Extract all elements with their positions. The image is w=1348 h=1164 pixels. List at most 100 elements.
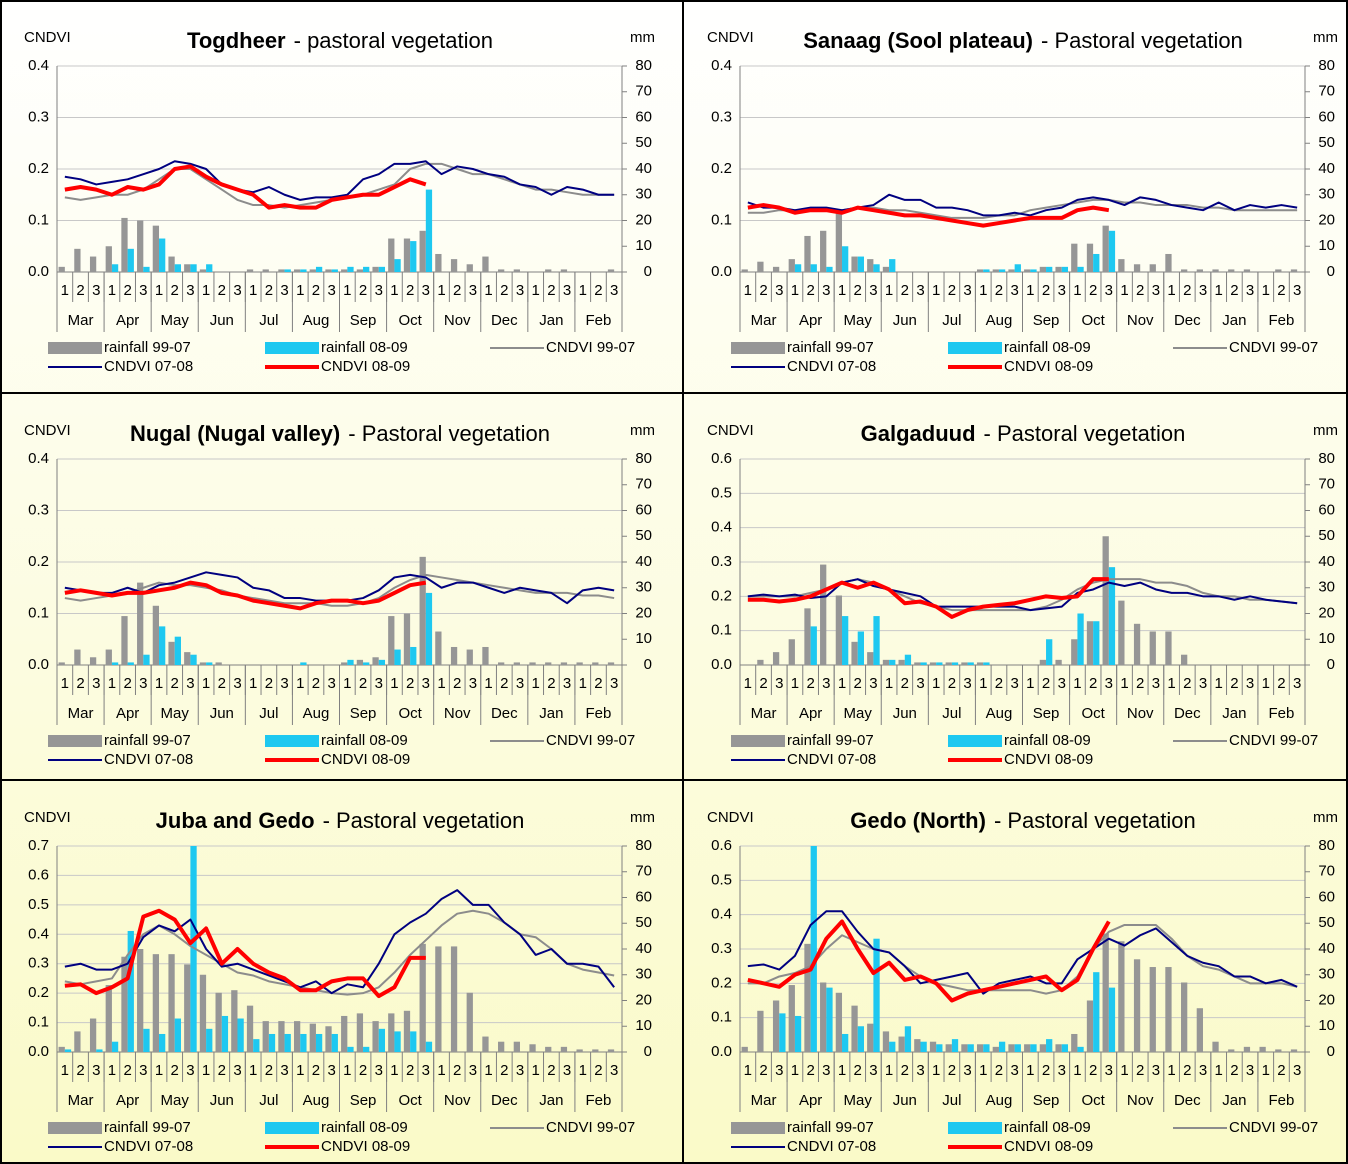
bar [105,246,112,272]
x-tick-label: 3 [916,1062,924,1079]
bar [199,974,207,1052]
x-tick-label: 3 [327,675,335,692]
month-label: Apr [799,312,822,329]
x-tick-label: 2 [806,1062,814,1079]
bar [435,946,442,1052]
x-tick-label: 1 [579,1062,587,1079]
bar [231,990,238,1052]
x-tick-label: 2 [359,675,367,692]
title-rest: - Pastoral vegetation [348,421,550,446]
legend-item: CNDVI 99-07 [490,732,635,749]
title-rest: - pastoral vegetation [294,28,493,53]
bar [851,641,858,665]
bar [268,1033,276,1052]
bar [851,256,858,272]
y2-tick-label: 20 [1318,991,1335,1008]
chart-panel: Galgaduud - Pastoral vegetation CNDVI mm 0.0… [707,421,1338,768]
bar [246,269,254,272]
x-tick-label: 1 [532,675,540,692]
legend-swatch [265,342,319,354]
y2-axis-label: mm [1313,809,1338,826]
bar [1102,225,1109,272]
chart-title: Nugal (Nugal valley) - Pastoral vegetatio… [130,421,550,446]
bar [215,992,222,1052]
bar [89,1018,97,1052]
bar [1055,1044,1062,1052]
legend-label: rainfall 08-09 [1004,339,1091,356]
bar [1118,600,1125,665]
x-tick-label: 3 [516,1062,524,1079]
bar [560,1046,568,1052]
bar [1290,269,1298,272]
month-label: Nov [444,705,471,722]
bar [1046,639,1053,665]
bar [199,269,207,272]
y2-tick-label: 40 [635,940,652,957]
bar [309,1023,316,1052]
x-tick-label: 3 [516,282,524,299]
y-axis-label: CNDVI [707,809,754,826]
x-tick-label: 3 [327,282,335,299]
month-label: Oct [1081,1092,1105,1109]
bar [1093,253,1100,272]
x-tick-label: 3 [563,675,571,692]
y2-axis-label: mm [630,29,655,46]
legend-label: CNDVI 08-09 [1004,1138,1093,1155]
month-label: Oct [398,1092,422,1109]
x-tick-label: 2 [312,675,320,692]
x-tick-label: 3 [822,282,830,299]
bar [576,1049,583,1052]
x-tick-label: 3 [233,1062,241,1079]
bar [215,662,222,665]
x-tick-label: 1 [249,675,257,692]
bar [410,646,417,665]
bar [206,1028,213,1052]
x-tick-label: 1 [885,1062,893,1079]
x-tick-label: 2 [759,282,767,299]
bar [882,1031,890,1052]
line [64,889,615,995]
y2-tick-label: 70 [635,863,652,880]
chart-panel: Nugal (Nugal valley) - Pastoral vegetatio… [24,421,655,768]
bar [873,616,880,665]
x-tick-label: 1 [791,1062,799,1079]
bar [1077,1046,1084,1052]
x-tick-label: 2 [1089,675,1097,692]
x-tick-label: 1 [1073,675,1081,692]
bar [1071,639,1078,665]
x-tick-label: 1 [791,282,799,299]
y2-tick-label: 40 [635,160,652,177]
bar [1046,1039,1053,1052]
legend-swatch [265,1122,319,1134]
bar [111,1041,119,1052]
x-tick-label: 1 [155,675,163,692]
x-tick-label: 1 [838,282,846,299]
bar [1181,269,1188,272]
bar [810,626,817,665]
x-tick-label: 3 [1010,282,1018,299]
bar [168,256,175,272]
bar [121,956,128,1052]
x-tick-label: 1 [249,282,257,299]
bar [835,210,843,272]
bar [284,1033,291,1052]
bar [1071,1033,1078,1052]
x-tick-label: 3 [186,282,194,299]
x-tick-label: 1 [249,1062,257,1079]
bar [1077,613,1084,665]
bar [388,1013,395,1052]
x-tick-label: 2 [1136,282,1144,299]
month-label: May [844,1092,873,1109]
x-tick-label: 1 [1167,282,1175,299]
x-tick-label: 2 [547,675,555,692]
x-tick-label: 3 [516,675,524,692]
legend-item: CNDVI 99-07 [1173,339,1318,356]
bar [867,652,874,665]
line [747,919,1111,1003]
bar [450,646,458,665]
y-tick-label: 0.4 [711,906,732,923]
bar [206,264,213,272]
y-tick-label: 0.0 [711,1043,732,1060]
bar [904,1026,912,1052]
bar [143,654,150,665]
